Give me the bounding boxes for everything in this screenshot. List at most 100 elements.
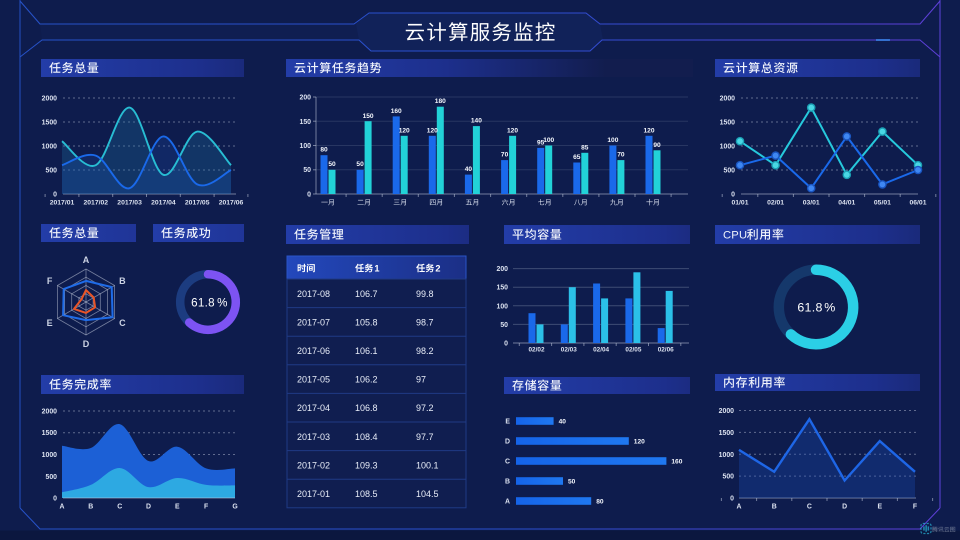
svg-text:03/01: 03/01 <box>803 200 820 207</box>
svg-text:90: 90 <box>653 142 661 149</box>
svg-text:50: 50 <box>356 161 364 168</box>
svg-text:2017/06: 2017/06 <box>219 200 244 207</box>
svg-text:1000: 1000 <box>42 452 57 459</box>
svg-text:99.8: 99.8 <box>416 289 434 299</box>
svg-text:0: 0 <box>307 192 311 199</box>
svg-text:80: 80 <box>320 147 328 154</box>
svg-text:2017-04: 2017-04 <box>297 403 330 413</box>
svg-text:1000: 1000 <box>719 452 734 459</box>
svg-text:02/04: 02/04 <box>593 347 609 354</box>
svg-text:65: 65 <box>573 154 581 161</box>
svg-text:C: C <box>505 459 510 466</box>
svg-text:2017-08: 2017-08 <box>297 289 330 299</box>
svg-text:40: 40 <box>559 419 567 426</box>
svg-text:F: F <box>47 276 53 286</box>
svg-text:200: 200 <box>497 266 509 273</box>
svg-text:500: 500 <box>46 168 58 175</box>
svg-text:2017/04: 2017/04 <box>151 200 176 207</box>
svg-text:A: A <box>737 504 742 511</box>
svg-text:2017/05: 2017/05 <box>185 200 210 207</box>
svg-text:D: D <box>842 504 847 511</box>
svg-text:40: 40 <box>465 166 473 173</box>
svg-text:2000: 2000 <box>42 409 57 416</box>
svg-text:95: 95 <box>537 139 545 146</box>
svg-text:B: B <box>772 504 777 511</box>
svg-text:D: D <box>505 439 510 446</box>
svg-text:70: 70 <box>501 152 509 159</box>
svg-text:50: 50 <box>500 322 508 329</box>
svg-text:02/06: 02/06 <box>658 347 674 354</box>
svg-text:02/03: 02/03 <box>561 347 577 354</box>
svg-text:A: A <box>505 499 510 506</box>
svg-text:1500: 1500 <box>42 430 57 437</box>
svg-text:02/02: 02/02 <box>529 347 545 354</box>
svg-text:109.3: 109.3 <box>355 460 378 470</box>
svg-text:100.1: 100.1 <box>416 460 439 470</box>
svg-text:2017-05: 2017-05 <box>297 375 330 385</box>
svg-text:100: 100 <box>497 303 509 310</box>
svg-text:B: B <box>88 504 93 511</box>
svg-text:0: 0 <box>53 192 57 199</box>
svg-text:150: 150 <box>300 119 312 126</box>
svg-text:2017-06: 2017-06 <box>297 346 330 356</box>
svg-text:108.5: 108.5 <box>355 489 378 499</box>
svg-text:160: 160 <box>671 459 682 466</box>
svg-text:2017-03: 2017-03 <box>297 432 330 442</box>
svg-text:106.1: 106.1 <box>355 346 378 356</box>
svg-text:97.7: 97.7 <box>416 432 434 442</box>
svg-text:120: 120 <box>634 439 645 446</box>
svg-text:02/05: 02/05 <box>625 347 641 354</box>
svg-text:1000: 1000 <box>42 144 57 151</box>
svg-text:50: 50 <box>328 161 336 168</box>
svg-text:A: A <box>83 255 90 265</box>
svg-text:G: G <box>232 504 237 511</box>
svg-text:F: F <box>913 504 917 511</box>
svg-text:04/01: 04/01 <box>838 200 855 207</box>
svg-text:200: 200 <box>300 95 312 102</box>
svg-text:1500: 1500 <box>42 120 57 127</box>
svg-text:61.8: 61.8 <box>191 296 215 309</box>
svg-text:05/01: 05/01 <box>874 200 891 207</box>
svg-text:2: 2 <box>435 264 440 274</box>
svg-text:2000: 2000 <box>720 96 735 103</box>
svg-text:98.2: 98.2 <box>416 346 434 356</box>
svg-text:120: 120 <box>643 127 654 134</box>
svg-text:2017/01: 2017/01 <box>50 200 75 207</box>
svg-text:2017-07: 2017-07 <box>297 317 330 327</box>
svg-text:A: A <box>60 504 65 511</box>
svg-text:B: B <box>119 276 126 286</box>
svg-text:50: 50 <box>568 479 576 486</box>
svg-text:06/01: 06/01 <box>909 200 926 207</box>
svg-text:106.8: 106.8 <box>355 403 378 413</box>
svg-text:97: 97 <box>416 375 426 385</box>
svg-text:B: B <box>505 479 510 486</box>
svg-text:70: 70 <box>617 152 625 159</box>
svg-text:150: 150 <box>363 113 374 120</box>
svg-text:1500: 1500 <box>720 120 735 127</box>
svg-text:500: 500 <box>724 168 736 175</box>
svg-text:120: 120 <box>507 127 518 134</box>
svg-text:105.8: 105.8 <box>355 317 378 327</box>
svg-text:D: D <box>146 504 151 511</box>
svg-text:1000: 1000 <box>720 144 735 151</box>
svg-text:E: E <box>505 419 510 426</box>
svg-text:61.8: 61.8 <box>797 300 822 314</box>
svg-text:CPU: CPU <box>723 230 747 242</box>
svg-text:C: C <box>807 504 812 511</box>
svg-text:%: % <box>824 300 835 314</box>
svg-text:150: 150 <box>497 285 509 292</box>
svg-text:2017-02: 2017-02 <box>297 460 330 470</box>
svg-text:0: 0 <box>730 496 734 503</box>
svg-text:97.2: 97.2 <box>416 403 434 413</box>
svg-text:01/01: 01/01 <box>731 200 748 207</box>
svg-text:98.7: 98.7 <box>416 317 434 327</box>
svg-text:500: 500 <box>46 474 58 481</box>
svg-text:E: E <box>47 318 53 328</box>
svg-text:0: 0 <box>504 341 508 348</box>
svg-text:0: 0 <box>53 496 57 503</box>
svg-text:120: 120 <box>399 127 410 134</box>
svg-text:108.4: 108.4 <box>355 432 378 442</box>
svg-text:180: 180 <box>435 98 446 105</box>
svg-text:106.2: 106.2 <box>355 375 378 385</box>
svg-text:160: 160 <box>391 108 402 115</box>
